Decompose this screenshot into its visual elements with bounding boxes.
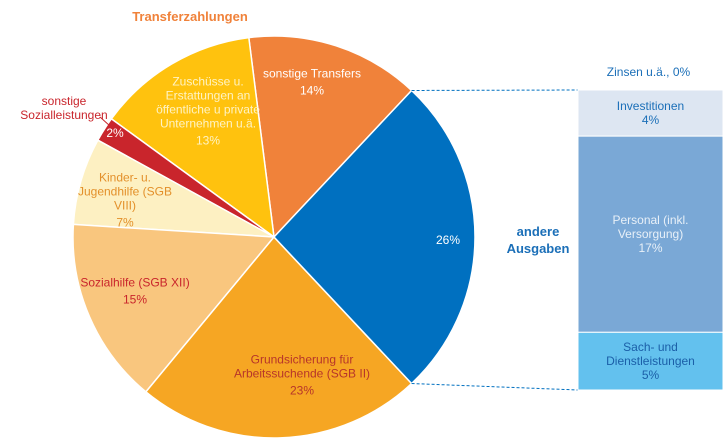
group-label: Transferzahlungen [132, 9, 248, 24]
bar-segment [577, 331, 723, 391]
bar-name: Personal (inkl. Versorgung) [612, 213, 689, 242]
slice-value: 7% [116, 215, 134, 230]
bar-label: Sach- und Dienstleistungen 5% [588, 340, 713, 382]
bar-value: 0% [672, 65, 691, 79]
pie-slice [72, 223, 276, 393]
pie-slice [247, 35, 413, 239]
bar-segment [577, 135, 723, 333]
slice-value: 23% [289, 383, 315, 398]
bar-label: Personal (inkl. Versorgung) 17% [601, 213, 701, 255]
bar-label: Investitionen 4% [588, 99, 713, 127]
bar-segment [577, 89, 723, 137]
bar-value: 5% [641, 368, 660, 383]
slice-name: Grundsicherung für Arbeitssuchende (SGB … [233, 352, 371, 381]
slice-value: 14% [299, 83, 325, 98]
slice-name: andere Ausgaben [506, 224, 570, 256]
bar-label: Zinsen u.ä., 0% [574, 65, 723, 79]
slice-label: Zuschüsse u. Erstattungen an öffentliche… [146, 75, 271, 148]
bar-name: Zinsen u.ä., [606, 65, 670, 79]
pie-slice [272, 89, 476, 385]
bar-name: Investitionen [616, 99, 685, 114]
slice-name: sonstige Sozialleistungen [20, 94, 108, 122]
slice-label: sonstige Sozialleistungen [9, 94, 119, 122]
slice-label: sonstige Transfers 14% [247, 67, 377, 98]
pie-slice [110, 36, 275, 239]
bar-value: 4% [641, 113, 660, 128]
connector [411, 383, 579, 391]
slice-value: 15% [122, 292, 148, 307]
slice-value: 2% [106, 126, 124, 140]
bar-name: Sach- und Dienstleistungen [606, 340, 695, 369]
slice-value: 13% [195, 133, 221, 148]
slice-label: Kinder- u. Jugendhilfe (SGB VIII) 7% [78, 171, 173, 230]
bar-value: 17% [638, 241, 663, 256]
slice-name: Kinder- u. Jugendhilfe (SGB VIII) [77, 170, 173, 213]
slice-label: Sozialhilfe (SGB XII) 15% [65, 276, 205, 307]
slice-name: Zuschüsse u. Erstattungen an öffentliche… [156, 74, 260, 131]
pie-slice [144, 235, 413, 439]
slice-name: sonstige Transfers [262, 66, 362, 81]
slice-value: 26% [435, 233, 461, 247]
slice-name: Sozialhilfe (SGB XII) [80, 275, 190, 290]
slice-label: andere Ausgaben [498, 223, 578, 257]
leader-line [99, 116, 111, 127]
slice-label: Grundsicherung für Arbeitssuchende (SGB … [207, 353, 397, 398]
